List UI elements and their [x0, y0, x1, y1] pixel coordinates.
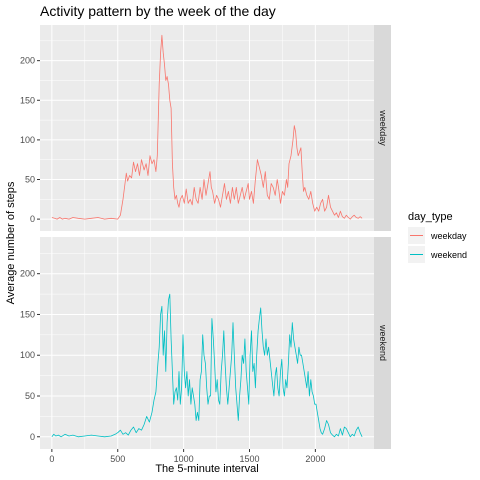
x-tick-label: 1500: [239, 454, 259, 464]
panel-background: [40, 237, 374, 449]
y-tick-label: 150: [20, 95, 35, 105]
legend-title: day_type: [408, 211, 453, 223]
y-tick-label: 200: [20, 56, 35, 66]
y-tick-label: 200: [20, 269, 35, 279]
facet-strip-label: weekend: [378, 324, 388, 361]
facet-strip: [374, 237, 391, 449]
y-tick-label: 150: [20, 309, 35, 319]
y-tick-label: 0: [30, 214, 35, 224]
x-tick-label: 500: [110, 454, 125, 464]
panel-background: [40, 25, 374, 231]
facet-panel-weekday: 0 50 100 150 200 weekday: [20, 25, 391, 231]
x-axis: 0 500 1000 1500 2000: [49, 449, 325, 464]
y-tick-label: 100: [20, 350, 35, 360]
y-tick-label: 100: [20, 135, 35, 145]
series-line-weekend: [51, 293, 363, 438]
x-tick-label: 2000: [305, 454, 325, 464]
y-axis-title: Average number of steps: [5, 181, 17, 304]
facet-strip-label: weekday: [378, 109, 388, 146]
facet-panels: 0 50 100 150 200 weekday 0 50 100 150 200 weekend: [20, 25, 391, 449]
x-tick-label: 0: [49, 454, 54, 464]
legend-item-weekend: weekend: [408, 246, 467, 263]
facet-panel-weekend: 0 50 100 150 200 weekend: [20, 237, 391, 449]
chart-title: Activity pattern by the week of the day: [40, 3, 276, 19]
legend-item-weekday: weekday: [408, 227, 467, 244]
legend-label: weekday: [430, 231, 467, 241]
y-tick-label: 50: [25, 175, 35, 185]
y-tick-label: 50: [25, 391, 35, 401]
y-tick-label: 0: [30, 432, 35, 442]
facet-strip: [374, 25, 391, 231]
legend: day_type weekday weekend: [408, 211, 467, 263]
x-axis-title: The 5-minute interval: [155, 463, 258, 475]
x-tick-label: 1000: [174, 454, 194, 464]
series-line-weekday: [51, 34, 363, 220]
legend-label: weekend: [430, 250, 467, 260]
